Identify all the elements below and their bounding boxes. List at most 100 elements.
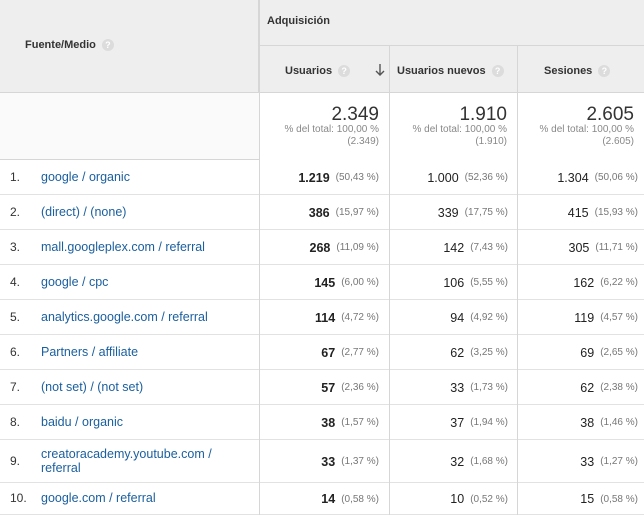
- total-absolute: (2.605): [602, 136, 634, 147]
- sesiones-value: 305: [568, 240, 590, 255]
- usuarios-nuevos-value: 37: [450, 415, 465, 430]
- sesiones-value: 69: [580, 345, 595, 360]
- usuarios-percent: (2,77 %): [341, 347, 379, 358]
- column-label: Usuarios: [285, 65, 333, 77]
- sesiones-percent: (2,38 %): [600, 382, 638, 393]
- source-medium-link[interactable]: (direct) / (none): [41, 205, 127, 219]
- usuarios-percent: (50,43 %): [335, 172, 379, 183]
- cell-usuarios: 67 (2,77 %): [260, 335, 379, 370]
- usuarios-nuevos-value: 94: [450, 310, 465, 325]
- source-medium-link[interactable]: Partners / affiliate: [41, 345, 139, 359]
- cell-sesiones: 162 (6,22 %): [518, 265, 638, 300]
- sesiones-percent: (0,58 %): [600, 493, 638, 505]
- table-row: 7. (not set) / (not set) 57 (2,36 %) 33 (1,73…: [0, 370, 644, 405]
- column-header-usuarios-nuevos[interactable]: Usuarios nuevos ?: [390, 46, 517, 93]
- arrow-down-icon[interactable]: [374, 63, 386, 77]
- usuarios-percent: (1,57 %): [341, 417, 379, 428]
- source-medium-link[interactable]: mall.googleplex.com / referral: [41, 240, 205, 254]
- table-row: 9. creatoracademy.youtube.com / referral 3…: [0, 440, 644, 483]
- usuarios-nuevos-value: 106: [443, 275, 465, 290]
- usuarios-value: 57: [321, 380, 336, 395]
- usuarios-percent: (1,37 %): [341, 456, 379, 467]
- sesiones-percent: (15,93 %): [594, 207, 638, 218]
- cell-sesiones: 33 (1,27 %): [518, 440, 638, 483]
- help-icon[interactable]: ?: [338, 65, 351, 77]
- cell-usuarios-nuevos: 32 (1,68 %): [390, 440, 508, 483]
- dimension-header[interactable]: Fuente/Medio ?: [0, 0, 259, 93]
- total-subtext: % del total: 100,00 % (1.910): [412, 124, 507, 148]
- usuarios-value: 33: [321, 454, 336, 469]
- cell-sesiones: 305 (11,71 %): [518, 230, 638, 265]
- usuarios-nuevos-value: 1.000: [427, 170, 459, 185]
- acquisition-group-header: Adquisición: [259, 0, 644, 46]
- sesiones-value: 33: [580, 454, 595, 469]
- source-medium-link[interactable]: google / organic: [41, 170, 130, 184]
- help-icon[interactable]: ?: [101, 39, 114, 51]
- cell-sesiones: 415 (15,93 %): [518, 195, 638, 230]
- cell-usuarios-nuevos: 142 (7,43 %): [390, 230, 508, 265]
- sesiones-percent: (4,57 %): [600, 312, 638, 323]
- cell-usuarios-nuevos: 1.000 (52,36 %): [390, 160, 508, 195]
- cell-sesiones: 119 (4,57 %): [518, 300, 638, 335]
- total-absolute: (2.349): [347, 136, 379, 147]
- table-row: 10. google.com / referral 14 (0,58 %) 10 (0,5…: [0, 483, 644, 515]
- sesiones-percent: (50,06 %): [594, 172, 638, 183]
- sesiones-percent: (1,46 %): [600, 417, 638, 428]
- usuarios-nuevos-value: 33: [450, 380, 465, 395]
- help-icon[interactable]: ?: [491, 65, 504, 77]
- source-medium-link[interactable]: baidu / organic: [41, 415, 124, 429]
- column-divider: [389, 46, 390, 515]
- usuarios-value: 268: [309, 240, 331, 255]
- usuarios-percent: (15,97 %): [335, 207, 379, 218]
- cell-usuarios: 145 (6,00 %): [260, 265, 379, 300]
- total-subtext: % del total: 100,00 % (2.605): [539, 124, 634, 148]
- total-value: 2.605: [586, 104, 634, 125]
- total-absolute: (1.910): [475, 136, 507, 147]
- cell-sesiones: 38 (1,46 %): [518, 405, 638, 440]
- total-subtext: % del total: 100,00 % (2.349): [284, 124, 379, 148]
- cell-sesiones: 62 (2,38 %): [518, 370, 638, 405]
- usuarios-nuevos-percent: (1,94 %): [470, 417, 508, 428]
- table-row: 1. google / organic 1.219 (50,43 %) 1.000 (52…: [0, 160, 644, 195]
- usuarios-nuevos-value: 10: [450, 492, 465, 506]
- column-label: Usuarios nuevos: [397, 65, 486, 77]
- column-divider: [259, 0, 260, 515]
- sesiones-percent: (2,65 %): [600, 347, 638, 358]
- row-number: 8.: [10, 415, 21, 429]
- cell-usuarios: 114 (4,72 %): [260, 300, 379, 335]
- cell-usuarios-nuevos: 94 (4,92 %): [390, 300, 508, 335]
- usuarios-value: 38: [321, 415, 336, 430]
- usuarios-value: 114: [315, 310, 336, 325]
- usuarios-nuevos-value: 142: [443, 240, 465, 255]
- usuarios-nuevos-percent: (3,25 %): [470, 347, 508, 358]
- help-icon[interactable]: ?: [598, 65, 611, 77]
- column-header-usuarios[interactable]: Usuarios ?: [260, 46, 389, 93]
- usuarios-percent: (6,00 %): [341, 277, 379, 288]
- source-medium-link[interactable]: google.com / referral: [41, 491, 156, 505]
- source-medium-link[interactable]: google / cpc: [41, 275, 109, 289]
- source-medium-link[interactable]: analytics.google.com / referral: [41, 310, 208, 324]
- usuarios-percent: (2,36 %): [341, 382, 379, 393]
- source-medium-link[interactable]: creatoracademy.youtube.com / referral: [41, 447, 212, 475]
- usuarios-nuevos-percent: (7,43 %): [470, 242, 508, 253]
- sesiones-percent: (11,71 %): [595, 242, 638, 253]
- total-percent: % del total: 100,00 %: [412, 124, 507, 135]
- cell-usuarios-nuevos: 106 (5,55 %): [390, 265, 508, 300]
- row-number: 1.: [10, 170, 21, 184]
- total-usuarios: 2.349 % del total: 100,00 % (2.349): [260, 93, 389, 160]
- usuarios-nuevos-value: 32: [450, 454, 465, 469]
- cell-sesiones: 69 (2,65 %): [518, 335, 638, 370]
- usuarios-value: 67: [321, 345, 336, 360]
- sesiones-value: 415: [567, 205, 589, 220]
- cell-usuarios-nuevos: 33 (1,73 %): [390, 370, 508, 405]
- source-medium-link[interactable]: (not set) / (not set): [41, 380, 144, 394]
- total-percent: % del total: 100,00 %: [284, 124, 379, 135]
- column-header-sesiones[interactable]: Sesiones ?: [518, 46, 644, 93]
- table-row: 5. analytics.google.com / referral 114 (4,7…: [0, 300, 644, 335]
- cell-usuarios: 386 (15,97 %): [260, 195, 379, 230]
- row-number: 2.: [10, 205, 21, 219]
- table-row: 2. (direct) / (none) 386 (15,97 %) 339 (17,75…: [0, 195, 644, 230]
- row-number: 4.: [10, 275, 21, 289]
- usuarios-percent: (4,72 %): [341, 312, 379, 323]
- sesiones-value: 119: [574, 310, 595, 325]
